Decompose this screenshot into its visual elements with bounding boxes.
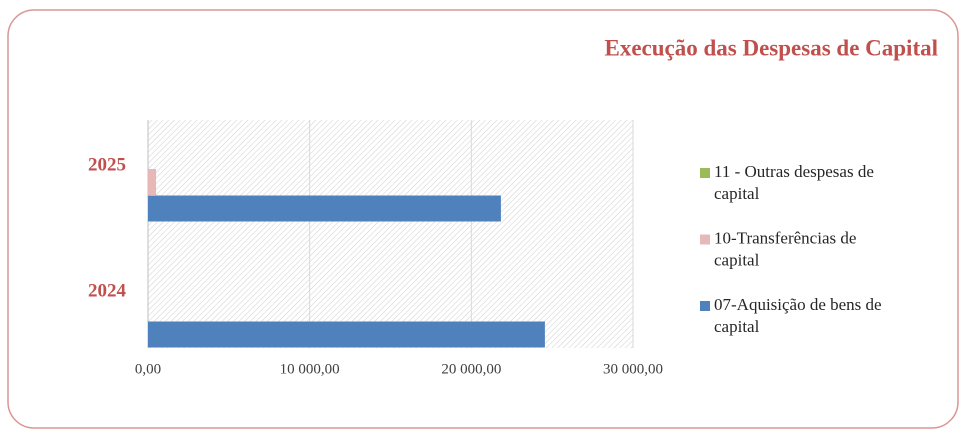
x-tick-label: 10 000,00: [280, 361, 340, 377]
legend-label: 11 - Outras despesas de capital: [714, 162, 874, 203]
y-tick-label: 2025: [88, 155, 126, 176]
legend-swatch: [700, 168, 710, 178]
bar: [148, 169, 157, 195]
legend-label: 10-Transferências de capital: [714, 228, 856, 269]
x-tick-label: 30 000,00: [603, 361, 663, 377]
y-tick-label: 2024: [88, 281, 127, 302]
x-tick-label: 0,00: [135, 361, 161, 377]
chart-title: Execução das Despesas de Capital: [604, 35, 938, 60]
bar: [148, 321, 545, 348]
legend-swatch: [700, 234, 710, 245]
plot-area: [148, 120, 633, 348]
x-tick-label: 20 000,00: [441, 361, 501, 377]
bar: [148, 195, 501, 222]
legend-swatch: [700, 301, 710, 311]
legend-label: 07-Aquisição de bens de capital: [714, 295, 882, 336]
